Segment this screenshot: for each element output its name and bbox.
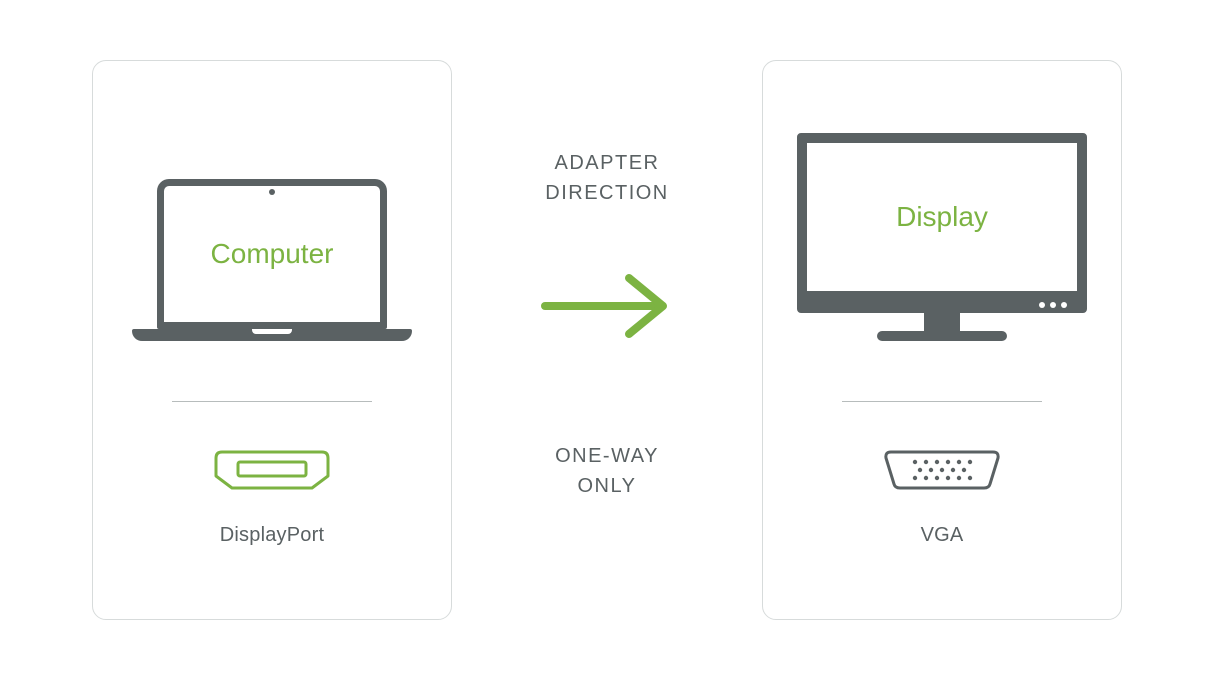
laptop-base bbox=[132, 329, 412, 341]
laptop-screen: Computer bbox=[157, 179, 387, 329]
computer-label: Computer bbox=[211, 238, 334, 270]
computer-device-area: Computer bbox=[123, 131, 421, 341]
display-card: Display VGA bbox=[762, 60, 1122, 620]
vga-label: VGA bbox=[921, 524, 964, 547]
arrow-icon bbox=[537, 266, 677, 351]
adapter-direction-text: ADAPTER DIRECTION bbox=[545, 148, 669, 208]
divider-line bbox=[172, 401, 372, 402]
oneway-text-line1: ONE-WAY bbox=[555, 441, 659, 471]
vga-icon bbox=[877, 440, 1007, 500]
adapter-text-line1: ADAPTER bbox=[545, 148, 669, 178]
laptop-notch bbox=[252, 329, 292, 334]
displayport-label: DisplayPort bbox=[220, 524, 324, 547]
adapter-text-line2: DIRECTION bbox=[545, 178, 669, 208]
monitor-stand bbox=[877, 331, 1007, 341]
direction-column: ADAPTER DIRECTION ONE-WAY ONLY bbox=[492, 60, 722, 621]
laptop-camera-dot bbox=[269, 189, 275, 195]
monitor-screen: Display bbox=[797, 133, 1087, 313]
diagram-container: Computer DisplayPort ADAPTER DIRECTION bbox=[0, 0, 1214, 681]
monitor-neck bbox=[924, 313, 960, 331]
computer-card: Computer DisplayPort bbox=[92, 60, 452, 620]
display-device-area: Display bbox=[793, 131, 1091, 341]
laptop-icon: Computer bbox=[132, 179, 412, 341]
displayport-icon bbox=[212, 440, 332, 500]
divider-line bbox=[842, 401, 1042, 402]
monitor-icon: Display bbox=[797, 133, 1087, 341]
monitor-button-dots bbox=[1039, 302, 1067, 308]
display-label: Display bbox=[896, 201, 988, 233]
one-way-only-text: ONE-WAY ONLY bbox=[555, 441, 659, 501]
oneway-text-line2: ONLY bbox=[555, 471, 659, 501]
